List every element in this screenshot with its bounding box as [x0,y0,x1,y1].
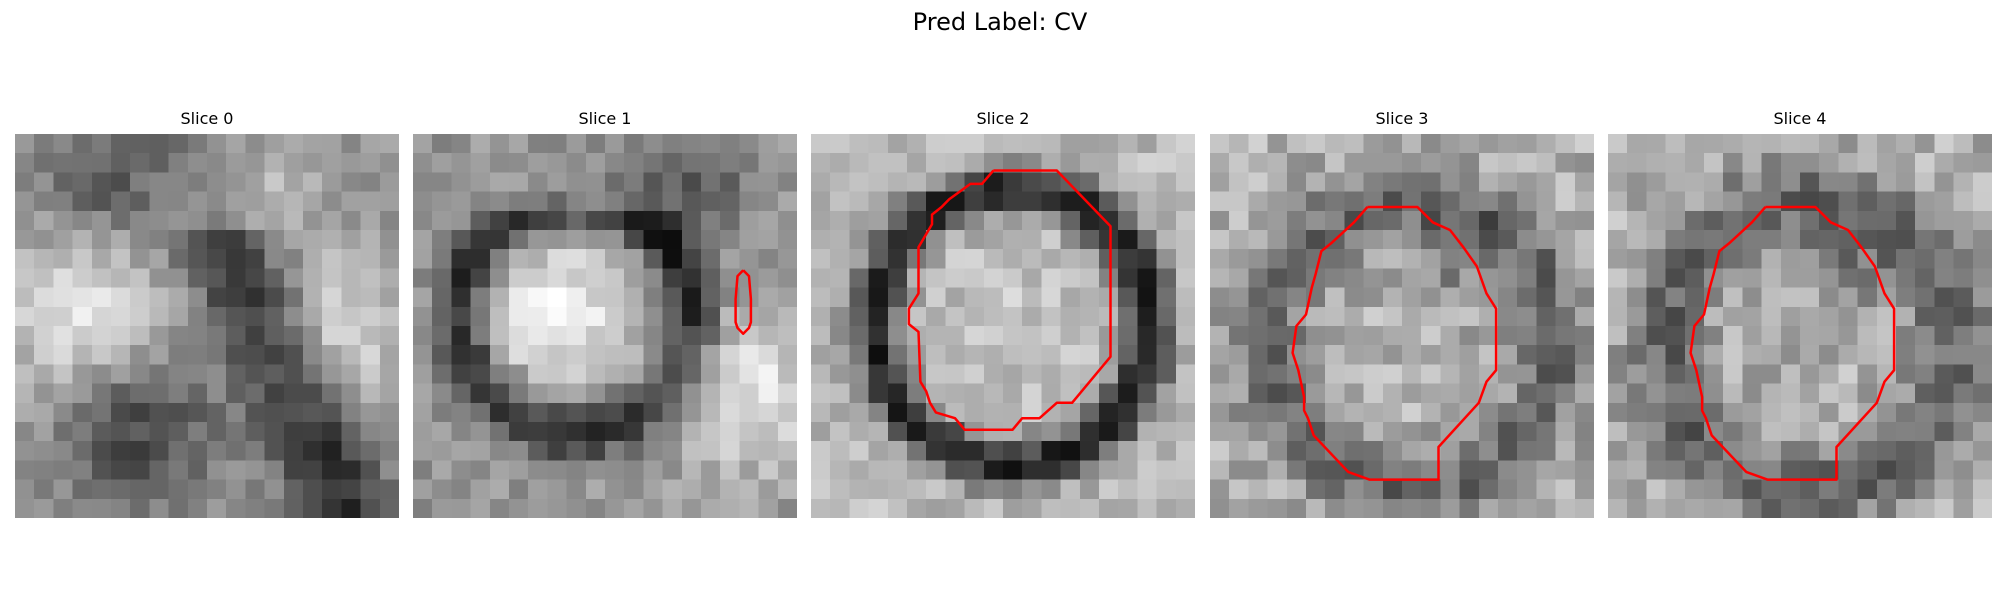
slice-0-contour-overlay [15,134,399,518]
slice-3-contour [1291,205,1498,481]
slice-4-title: Slice 4 [1773,109,1827,128]
slice-4-contour-overlay [1689,205,1896,481]
slice-4-image [1608,134,1992,518]
slice-2-image [811,134,1195,518]
slice-0-title: Slice 0 [180,109,234,128]
slice-1-contour-overlay [734,269,753,335]
slice-3-image [1210,134,1594,518]
slice-2-contour-overlay [907,169,1112,431]
slice-3-contour-overlay [1291,205,1498,481]
slice-1-title: Slice 1 [578,109,632,128]
slice-1-contour [734,269,753,335]
slice-2-title: Slice 2 [976,109,1030,128]
slice-3-title: Slice 3 [1375,109,1429,128]
slice-1-image [413,134,797,518]
slice-4-contour [1689,205,1896,481]
slice-0-image [15,134,399,518]
slice-2-contour [907,169,1112,431]
figure-title: Pred Label: CV [912,8,1088,36]
